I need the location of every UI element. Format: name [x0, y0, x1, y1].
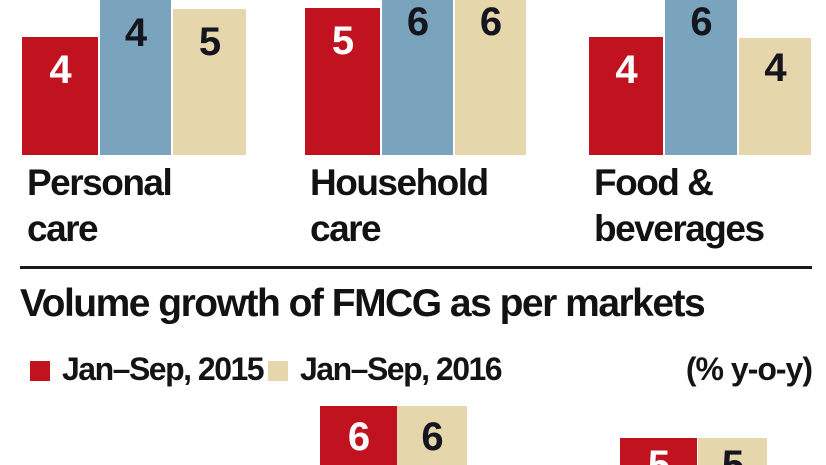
bar-value-label: 5: [647, 443, 670, 465]
bar-market2-2015: 5: [620, 438, 697, 465]
bar-personal-care-tan: 5: [173, 9, 246, 155]
bar-value-label: 5: [198, 20, 221, 64]
category-label-personal-care: Personal care: [27, 160, 173, 252]
bar-market1-2016: 6: [397, 406, 467, 465]
category-label-line2: care: [27, 208, 99, 249]
category-label-line2: beverages: [594, 208, 765, 249]
bar-value-label: 4: [124, 11, 147, 55]
bar-value-label: 6: [690, 0, 712, 44]
bar-personal-care-blue: 4: [100, 0, 171, 155]
bar-food-beverages-tan: 4: [739, 38, 811, 155]
category-label-line2: care: [310, 208, 382, 249]
bar-value-label: 5: [331, 19, 354, 63]
category-label-line1: Household: [310, 162, 489, 203]
bar-value-label: 6: [406, 0, 429, 44]
bar-market1-2015: 6: [320, 406, 397, 465]
category-label-line1: Food &: [594, 162, 714, 203]
bar-value-label: 4: [764, 46, 786, 90]
bar-household-care-red: 5: [305, 8, 380, 155]
bar-value-label: 4: [49, 48, 71, 92]
section-title: Volume growth of FMCG as per markets: [20, 282, 706, 325]
category-label-line1: Personal: [27, 162, 173, 203]
section-divider: [20, 266, 812, 269]
legend-swatch-2015: [30, 361, 50, 381]
legend-label-2016: Jan–Sep, 2016: [300, 351, 503, 387]
category-label-household-care: Household care: [310, 160, 489, 252]
bar-household-care-tan: 6: [455, 0, 526, 155]
bar-market2-2016: 5: [698, 438, 767, 465]
bar-personal-care-red: 4: [22, 37, 98, 155]
legend-swatch-2016: [268, 361, 288, 381]
unit-note: (% y-o-y): [685, 351, 813, 387]
bar-value-label: 6: [421, 415, 443, 459]
bar-household-care-blue: 6: [382, 0, 453, 155]
bar-value-label: 6: [347, 415, 370, 459]
bar-value-label: 6: [479, 0, 502, 44]
bar-food-beverages-blue: 6: [665, 0, 737, 155]
bar-food-beverages-red: 4: [589, 37, 663, 155]
legend-label-2015: Jan–Sep, 2015: [62, 351, 265, 387]
category-label-food-beverages: Food & beverages: [594, 160, 765, 252]
bar-value-label: 4: [615, 48, 637, 92]
bar-value-label: 5: [721, 443, 744, 465]
